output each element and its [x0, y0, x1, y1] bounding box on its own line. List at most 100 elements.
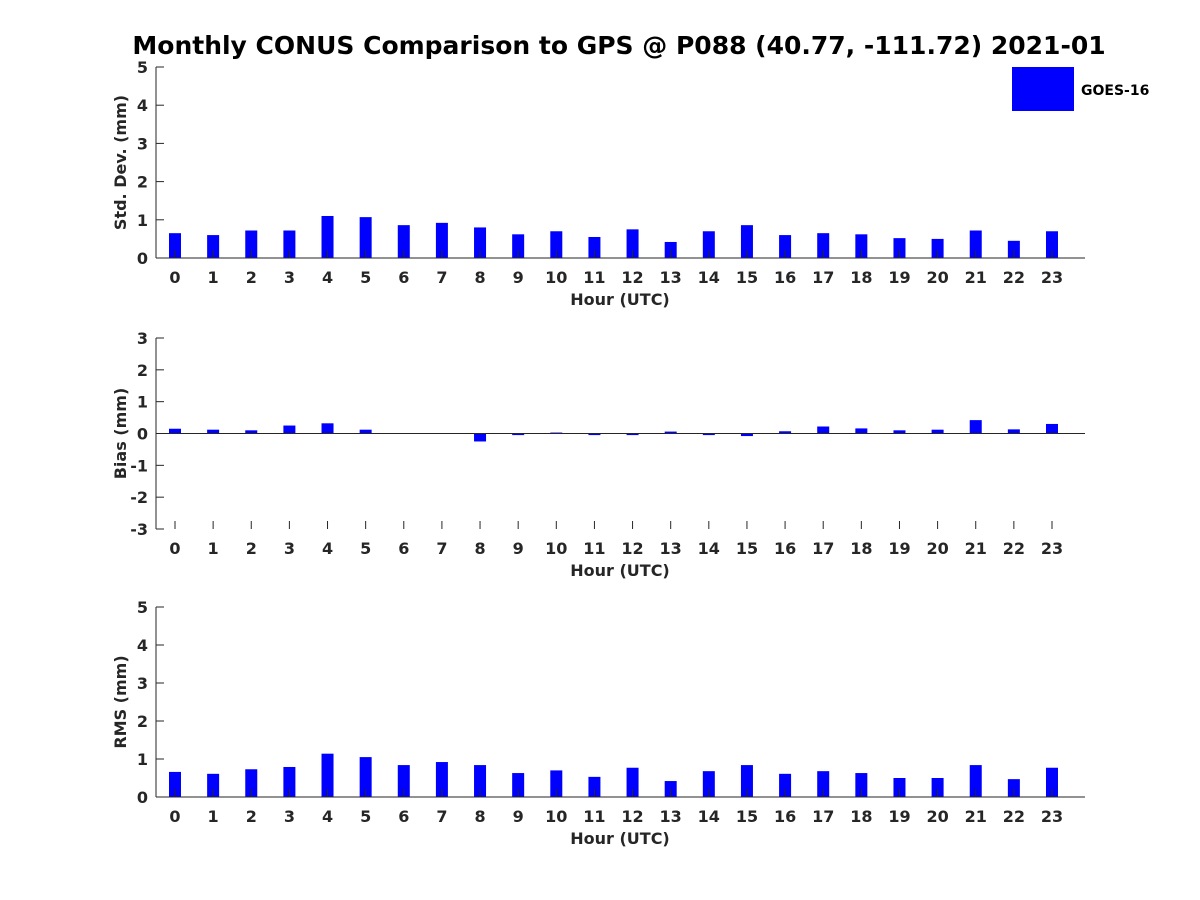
bar-rms-hour-11	[588, 776, 601, 797]
x-tick-label: 12	[621, 268, 643, 287]
chart-title: Monthly CONUS Comparison to GPS @ P088 (…	[132, 31, 1105, 60]
y-tick-label: 1	[137, 750, 148, 769]
x-tick-label: 23	[1041, 807, 1063, 826]
y-tick-label: -1	[130, 456, 148, 475]
bar-std_dev-hour-22	[1007, 240, 1020, 258]
bar-rms-hour-23	[1045, 767, 1058, 797]
x-tick-label: 0	[169, 539, 180, 558]
x-tick-label: 20	[926, 539, 948, 558]
y-tick-label: 0	[137, 788, 148, 807]
y-tick-label: 0	[137, 425, 148, 444]
legend-label: GOES-16	[1081, 83, 1149, 99]
x-tick-label: 20	[926, 807, 948, 826]
bar-rms-hour-20	[931, 778, 944, 797]
bar-std_dev-hour-17	[817, 233, 830, 258]
x-tick-label: 0	[169, 268, 180, 287]
x-tick-label: 15	[736, 539, 758, 558]
y-tick-label: 5	[137, 58, 148, 77]
bar-rms-hour-2	[245, 769, 258, 797]
x-tick-label: 20	[926, 268, 948, 287]
x-axis-label: Hour (UTC)	[570, 829, 670, 848]
x-tick-label: 1	[208, 807, 219, 826]
bar-bias-hour-3	[283, 425, 296, 434]
bar-std_dev-hour-15	[740, 225, 753, 258]
x-tick-label: 19	[888, 268, 910, 287]
x-tick-label: 2	[246, 539, 257, 558]
bar-std_dev-hour-10	[550, 231, 563, 258]
x-tick-label: 19	[888, 539, 910, 558]
bar-bias-hour-2	[245, 430, 258, 434]
x-tick-label: 10	[545, 807, 567, 826]
x-tick-label: 18	[850, 807, 872, 826]
x-tick-label: 10	[545, 268, 567, 287]
bar-bias-hour-20	[931, 429, 944, 434]
bar-rms-hour-12	[626, 767, 639, 797]
bar-std_dev-hour-3	[283, 230, 296, 258]
y-tick-label: 1	[137, 211, 148, 230]
x-tick-label: 16	[774, 807, 796, 826]
bar-rms-hour-15	[740, 765, 753, 797]
bar-rms-hour-17	[817, 771, 830, 797]
x-tick-label: 9	[513, 807, 524, 826]
x-tick-label: 11	[583, 807, 605, 826]
bar-bias-hour-16	[779, 431, 792, 434]
x-tick-label: 7	[436, 539, 447, 558]
bar-bias-hour-8	[474, 433, 487, 442]
bar-std_dev-hour-23	[1045, 231, 1058, 258]
bar-rms-hour-21	[969, 765, 982, 797]
x-tick-label: 17	[812, 807, 834, 826]
x-tick-label: 14	[698, 268, 720, 287]
bar-std_dev-hour-13	[664, 241, 677, 258]
x-tick-label: 8	[474, 268, 485, 287]
x-tick-label: 16	[774, 539, 796, 558]
bar-std_dev-hour-7	[435, 222, 448, 258]
x-tick-label: 4	[322, 268, 333, 287]
x-tick-label: 21	[965, 268, 987, 287]
bar-std_dev-hour-18	[855, 234, 868, 258]
x-axis-label: Hour (UTC)	[570, 561, 670, 580]
bar-std_dev-hour-8	[474, 227, 487, 258]
x-tick-label: 10	[545, 539, 567, 558]
bar-rms-hour-18	[855, 773, 868, 797]
bar-rms-hour-1	[207, 773, 220, 797]
x-tick-label: 19	[888, 807, 910, 826]
x-tick-label: 3	[284, 807, 295, 826]
y-tick-label: 4	[137, 636, 148, 655]
x-tick-label: 16	[774, 268, 796, 287]
x-tick-label: 15	[736, 268, 758, 287]
x-tick-label: 13	[660, 807, 682, 826]
x-tick-label: 13	[660, 539, 682, 558]
bar-bias-hour-1	[207, 429, 220, 434]
x-tick-label: 14	[698, 539, 720, 558]
x-tick-label: 13	[660, 268, 682, 287]
y-tick-label: 2	[137, 173, 148, 192]
bar-bias-hour-21	[969, 420, 982, 434]
y-tick-label: -2	[130, 488, 148, 507]
bar-bias-hour-4	[321, 423, 334, 434]
bar-bias-hour-19	[893, 430, 906, 434]
legend: GOES-16	[1012, 67, 1149, 111]
bar-rms-hour-0	[169, 771, 181, 797]
y-axis-label: Bias (mm)	[111, 388, 130, 480]
x-tick-label: 23	[1041, 268, 1063, 287]
bar-std_dev-hour-14	[702, 231, 715, 258]
bar-rms-hour-4	[321, 753, 334, 797]
x-tick-label: 23	[1041, 539, 1063, 558]
bar-rms-hour-19	[893, 778, 906, 797]
x-tick-label: 9	[513, 268, 524, 287]
x-tick-label: 18	[850, 539, 872, 558]
bar-bias-hour-23	[1045, 423, 1058, 434]
x-tick-label: 6	[398, 807, 409, 826]
x-tick-label: 21	[965, 539, 987, 558]
y-tick-label: 0	[137, 249, 148, 268]
x-tick-label: 0	[169, 807, 180, 826]
y-tick-label: -3	[130, 520, 148, 539]
x-tick-label: 17	[812, 539, 834, 558]
bar-std_dev-hour-21	[969, 230, 982, 258]
x-tick-label: 22	[1003, 539, 1025, 558]
